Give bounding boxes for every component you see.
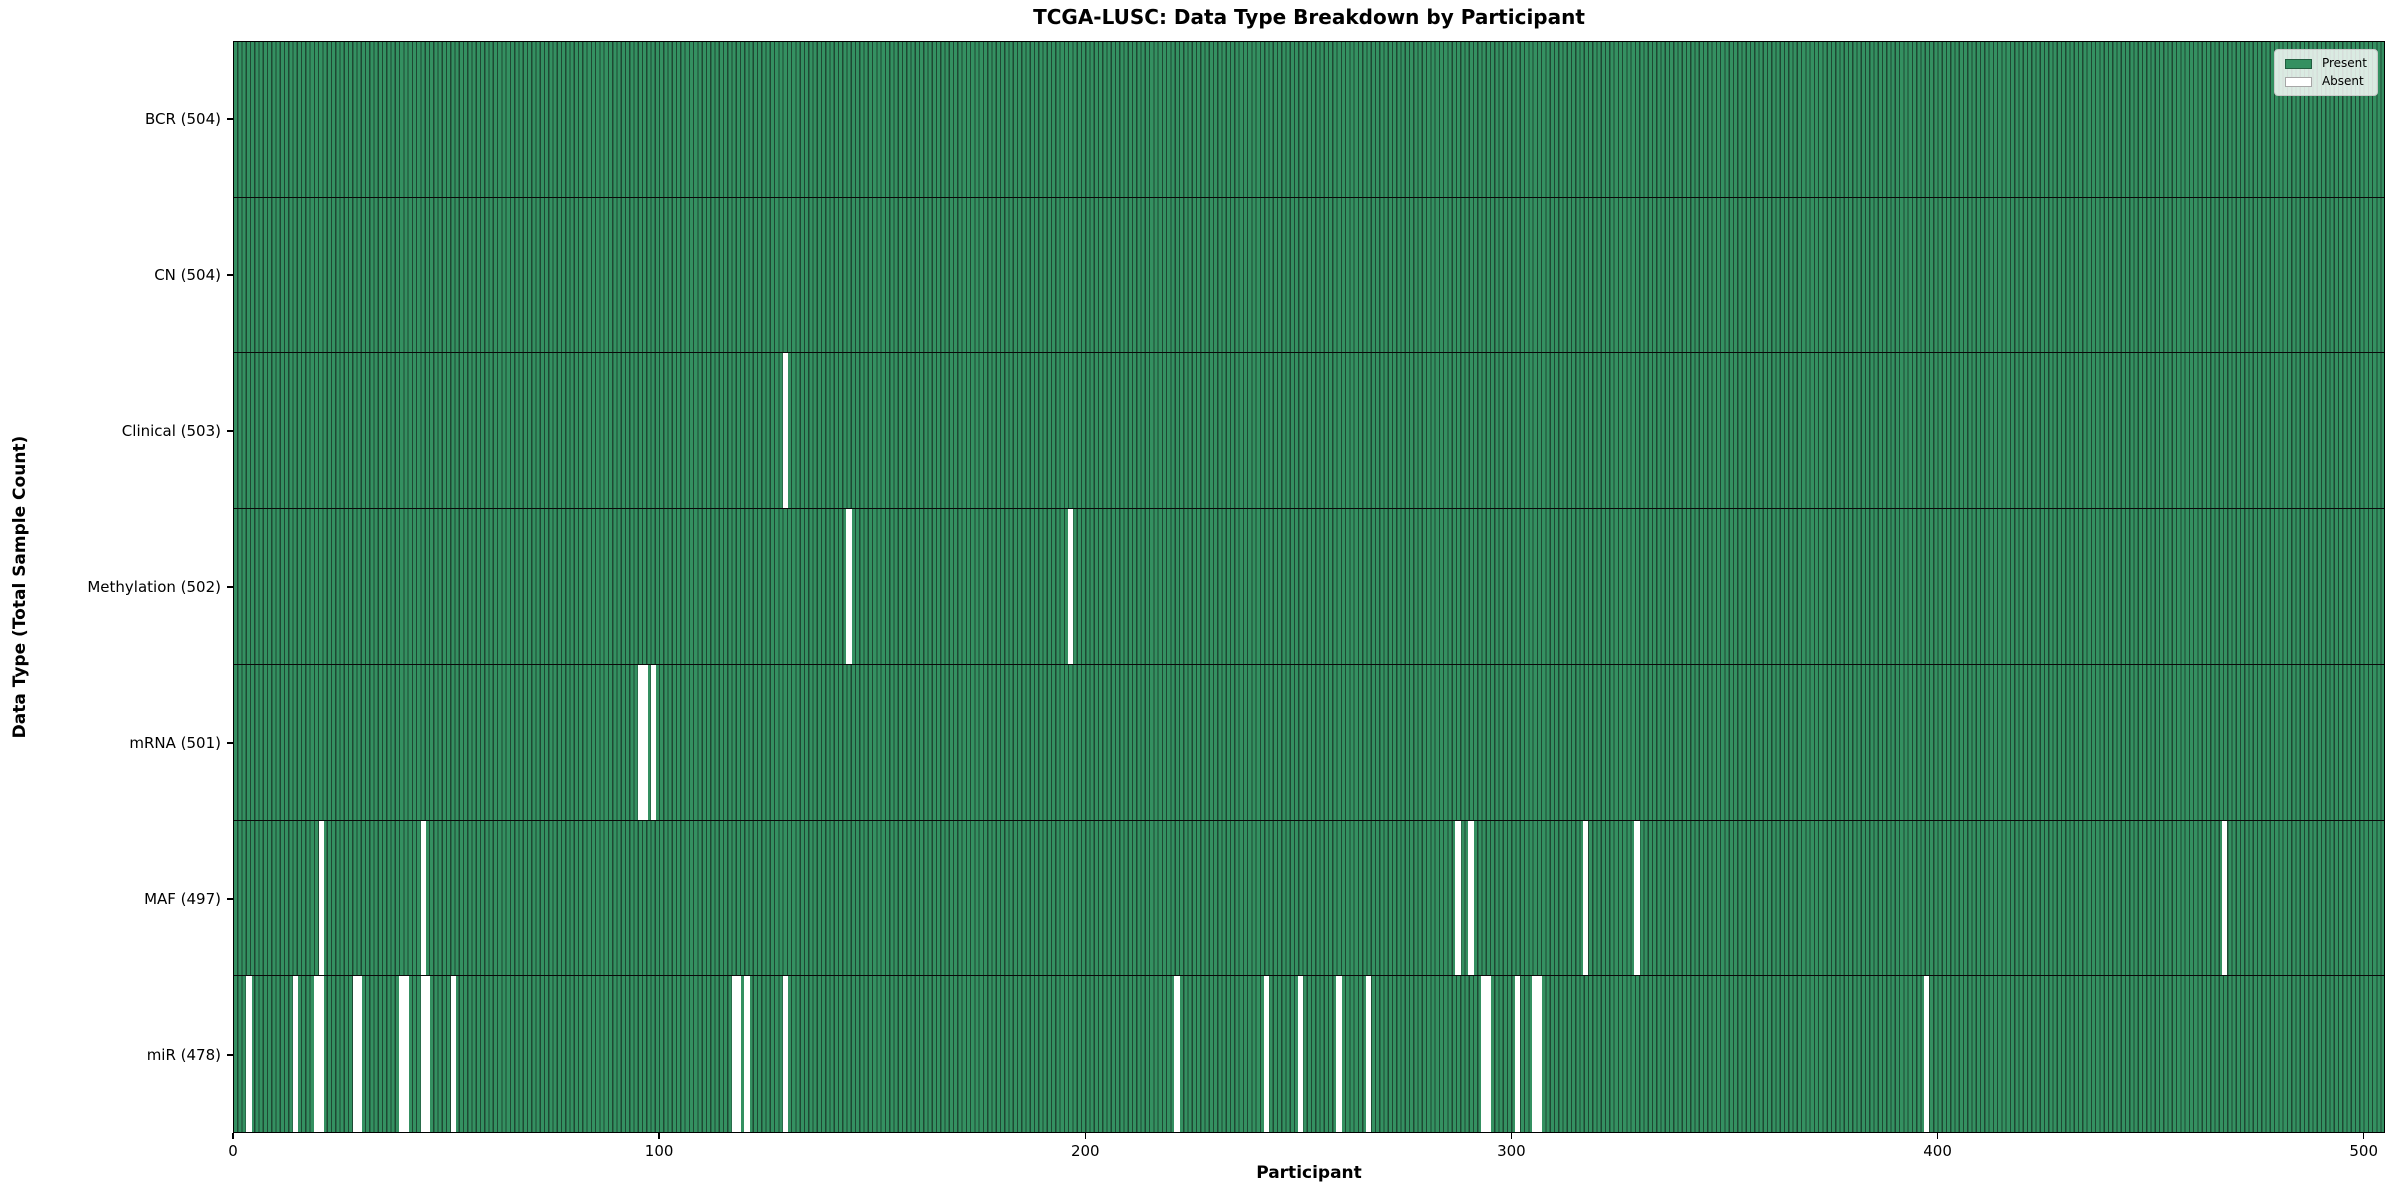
y-tick-label-mrna: mRNA (501) [129, 734, 221, 752]
absent-gap-mir-250 [1297, 976, 1304, 1132]
absent-gap-mir-3 [246, 976, 252, 1132]
y-tick-mark-mrna [227, 742, 233, 744]
absent-gap-maf-467 [2221, 820, 2228, 976]
x-tick-label-200: 200 [1070, 1142, 1100, 1160]
row-clinical [234, 353, 2384, 510]
absent-gap-mir-397 [1923, 976, 1930, 1132]
y-tick-mark-maf [227, 898, 233, 900]
absent-gap-mir-19 [314, 976, 320, 1132]
absent-gap-methylation-144 [846, 509, 852, 664]
absent-gap-maf-20 [318, 820, 324, 976]
y-tick-mark-clinical [227, 430, 233, 432]
row-methylation [234, 509, 2384, 665]
x-tick-mark-100 [658, 1133, 660, 1139]
y-tick-mark-cn [227, 274, 233, 276]
absent-gap-maf-317 [1583, 820, 1589, 976]
absent-gap-mir-120 [744, 976, 750, 1132]
y-tick-label-methylation: Methylation (502) [87, 578, 221, 596]
row-maf [234, 820, 2384, 977]
absent-gap-mir-28 [352, 976, 359, 1132]
x-tick-label-400: 400 [1923, 1142, 1952, 1160]
y-tick-label-clinical: Clinical (503) [121, 422, 221, 440]
x-axis-label: Participant [1256, 1163, 1362, 1183]
absent-gap-mir-259 [1336, 976, 1342, 1132]
absent-gap-maf-290 [1468, 820, 1474, 976]
legend-swatch-absent [2284, 76, 2312, 87]
absent-gap-mir-266 [1365, 976, 1372, 1132]
absent-gap-mir-118 [735, 976, 742, 1132]
row-cn [234, 197, 2384, 354]
row-mrna [234, 664, 2384, 821]
y-tick-mark-methylation [227, 586, 233, 588]
absent-gap-mir-40 [403, 976, 410, 1132]
absent-gap-mir-129 [782, 976, 789, 1132]
absent-gap-mrna-98 [650, 664, 657, 820]
absent-gap-methylation-196 [1067, 509, 1074, 664]
x-tick-label-0: 0 [228, 1142, 238, 1160]
absent-gap-clinical-129 [782, 353, 789, 509]
legend-swatch-present [2284, 58, 2312, 69]
absent-gap-mir-221 [1174, 976, 1180, 1132]
plot-area: Present Absent [233, 41, 2385, 1133]
x-tick-mark-200 [1084, 1133, 1086, 1139]
absent-gap-maf-329 [1634, 820, 1640, 976]
y-tick-label-bcr: BCR (504) [144, 110, 221, 128]
y-tick-label-maf: MAF (497) [144, 890, 221, 908]
absent-gap-mir-51 [450, 976, 456, 1132]
x-tick-mark-500 [2362, 1133, 2365, 1139]
absent-gap-mir-301 [1514, 976, 1521, 1132]
absent-gap-mir-117 [731, 976, 737, 1132]
absent-gap-mir-14 [293, 976, 299, 1132]
x-tick-label-100: 100 [644, 1142, 674, 1160]
legend-label-present: Present [2321, 56, 2367, 70]
absent-gap-mir-305 [1531, 976, 1538, 1132]
absent-gap-maf-287 [1455, 820, 1461, 976]
x-tick-label-300: 300 [1497, 1142, 1526, 1160]
row-bcr [234, 42, 2384, 198]
heatmap-rows [234, 42, 2384, 1132]
x-tick-label-500: 500 [2349, 1142, 2379, 1160]
x-tick-mark-0 [232, 1133, 234, 1139]
y-tick-mark-mir [227, 1054, 233, 1056]
legend-label-absent: Absent [2321, 74, 2364, 88]
absent-gap-mrna-95 [637, 664, 644, 820]
absent-gap-mir-45 [424, 976, 431, 1132]
legend-entry-absent: Absent [2284, 74, 2367, 88]
absent-gap-mir-44 [420, 976, 427, 1132]
absent-gap-mir-39 [399, 976, 405, 1132]
y-tick-label-cn: CN (504) [154, 266, 221, 284]
x-tick-mark-300 [1510, 1133, 1513, 1139]
absent-gap-mrna-96 [642, 664, 648, 820]
row-mir [234, 976, 2384, 1132]
y-tick-label-mir: miR (478) [146, 1046, 221, 1064]
absent-gap-mir-294 [1485, 976, 1491, 1132]
y-tick-mark-bcr [227, 118, 233, 120]
legend-entry-present: Present [2284, 56, 2367, 70]
absent-gap-mir-306 [1536, 976, 1542, 1132]
x-tick-mark-400 [1936, 1133, 1939, 1139]
chart-title: TCGA-LUSC: Data Type Breakdown by Partic… [1033, 5, 1585, 29]
absent-gap-mir-293 [1480, 976, 1487, 1132]
absent-gap-maf-44 [420, 820, 427, 976]
absent-gap-mir-242 [1263, 976, 1270, 1132]
absent-gap-mir-20 [318, 976, 324, 1132]
legend: Present Absent [2273, 49, 2378, 96]
absent-gap-mir-29 [356, 976, 363, 1132]
